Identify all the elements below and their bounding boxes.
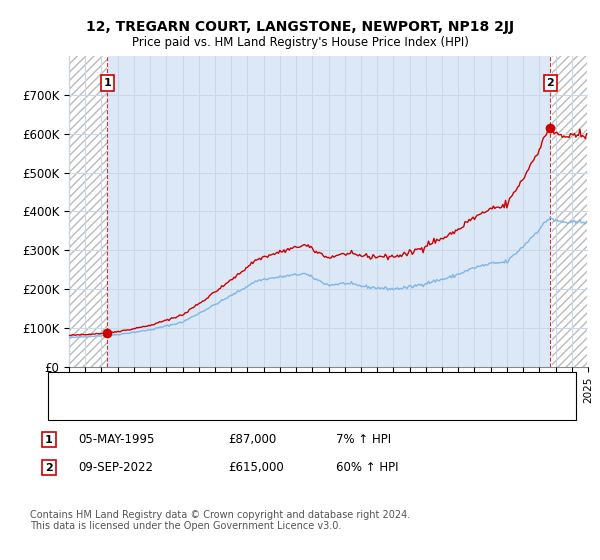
Text: 1: 1 xyxy=(104,78,112,88)
Text: 2: 2 xyxy=(45,463,53,473)
Text: Contains HM Land Registry data © Crown copyright and database right 2024.
This d: Contains HM Land Registry data © Crown c… xyxy=(30,510,410,531)
Text: £615,000: £615,000 xyxy=(228,461,284,474)
Text: Price paid vs. HM Land Registry's House Price Index (HPI): Price paid vs. HM Land Registry's House … xyxy=(131,36,469,49)
Text: 2: 2 xyxy=(547,78,554,88)
Text: 05-MAY-1995: 05-MAY-1995 xyxy=(78,433,154,446)
Text: 09-SEP-2022: 09-SEP-2022 xyxy=(78,461,153,474)
Text: 12, TREGARN COURT, LANGSTONE, NEWPORT, NP18 2JJ: 12, TREGARN COURT, LANGSTONE, NEWPORT, N… xyxy=(86,20,514,34)
Text: 60% ↑ HPI: 60% ↑ HPI xyxy=(336,461,398,474)
Text: £87,000: £87,000 xyxy=(228,433,276,446)
Text: 12, TREGARN COURT, LANGSTONE, NEWPORT, NP18 2JJ (detached house): 12, TREGARN COURT, LANGSTONE, NEWPORT, N… xyxy=(93,380,476,390)
Text: HPI: Average price, detached house, Newport: HPI: Average price, detached house, Newp… xyxy=(93,400,330,410)
Text: 7% ↑ HPI: 7% ↑ HPI xyxy=(336,433,391,446)
Text: 1: 1 xyxy=(45,435,53,445)
